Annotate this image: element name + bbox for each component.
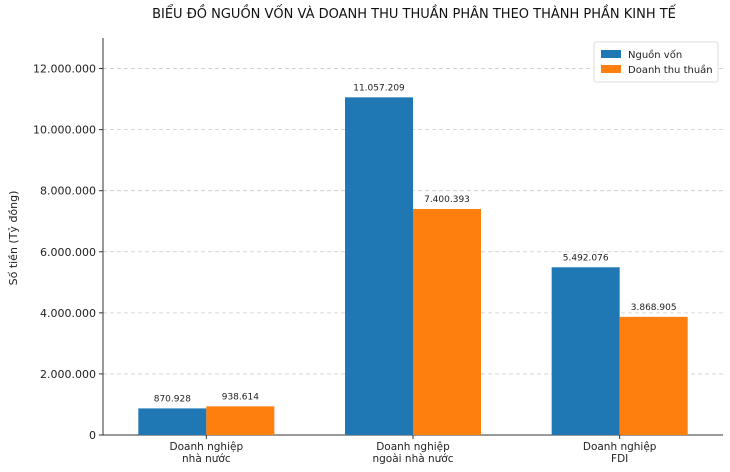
- y-tick-label: 12.000.000: [33, 63, 96, 76]
- chart-title: BIỂU ĐỒ NGUỒN VỐN VÀ DOANH THU THUẦN PHÂ…: [152, 5, 677, 22]
- x-category-label: FDI: [611, 453, 628, 465]
- y-tick-label: 10.000.000: [33, 124, 96, 137]
- data-label: 938.614: [222, 392, 259, 402]
- bar-doanh-thu-thuan-2: [619, 316, 688, 435]
- y-axis-label: Số tiền (Tỷ đồng): [7, 191, 20, 286]
- data-label: 870.928: [154, 394, 191, 404]
- y-tick-label: 6.000.000: [40, 246, 96, 259]
- data-label: 3.868.905: [631, 303, 677, 313]
- bar-nguon-von-1: [345, 97, 413, 436]
- x-category-label: Doanh nghiệp: [583, 441, 657, 453]
- bars: 870.928 938.614 11.057.209 7.400.393 5.492.0…: [138, 83, 688, 436]
- legend-swatch: [601, 50, 621, 58]
- data-label: 7.400.393: [424, 195, 470, 205]
- bar-nguon-von-0: [138, 408, 207, 435]
- legend-label: Doanh thu thuần: [628, 64, 713, 76]
- data-label: 11.057.209: [353, 83, 405, 93]
- y-tick-label: 4.000.000: [40, 307, 96, 320]
- data-label: 5.492.076: [563, 253, 609, 263]
- bar-doanh-thu-thuan-1: [413, 209, 481, 435]
- y-tick-label: 2.000.000: [40, 368, 96, 381]
- x-category-label: ngoài nhà nước: [372, 453, 453, 465]
- x-category-label: Doanh nghiệp: [170, 441, 244, 453]
- legend: Nguồn vốn Doanh thu thuần: [593, 41, 719, 83]
- legend-label: Nguồn vốn: [628, 49, 682, 61]
- x-category-label: Doanh nghiệp: [376, 441, 450, 453]
- bar-nguon-von-2: [551, 267, 620, 435]
- legend-box: [593, 41, 719, 83]
- bar-doanh-thu-thuan-0: [206, 406, 275, 435]
- y-tick-label: 8.000.000: [40, 185, 96, 198]
- y-axis-ticks: 0 2.000.000 4.000.000 6.000.000 8.000.000 10.…: [33, 63, 103, 442]
- y-tick-label: 0: [89, 429, 96, 442]
- legend-swatch: [601, 65, 621, 73]
- x-category-label: nhà nước: [182, 453, 231, 465]
